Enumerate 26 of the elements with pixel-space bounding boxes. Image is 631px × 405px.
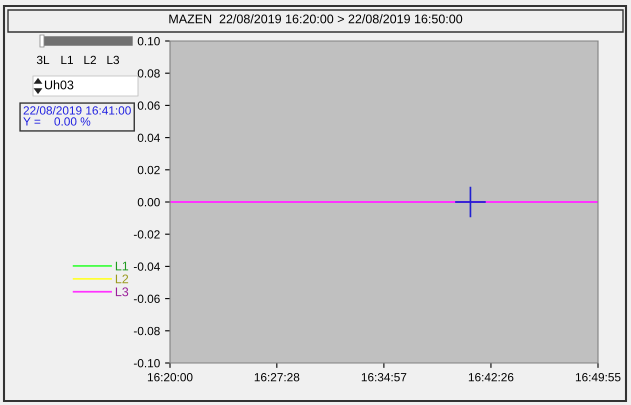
x-tick-label: 16:42:26 bbox=[468, 373, 514, 382]
y-tick-label: -0.04 bbox=[134, 262, 160, 271]
y-tick-label: -0.06 bbox=[134, 294, 160, 303]
legend-label: L2 bbox=[116, 274, 128, 284]
y-tick-label: -0.08 bbox=[134, 326, 160, 336]
text: 3L bbox=[36, 56, 50, 64]
y-tick-label: 0.10 bbox=[138, 37, 160, 46]
y-tick-label: 0.00 bbox=[138, 198, 160, 206]
chart-title: MAZEN 22/08/2019 16:20:00 > 22/08/2019 16:50:00 bbox=[169, 14, 462, 24]
legend-label: L1 bbox=[116, 262, 128, 270]
x-tick-label: 16:49:55 bbox=[576, 373, 620, 382]
text: L2 bbox=[84, 56, 96, 64]
y-tick-label: 0.08 bbox=[138, 69, 160, 78]
x-tick-label: 16:27:28 bbox=[254, 373, 300, 382]
text: L1 bbox=[61, 56, 73, 64]
y-tick-label: 0.04 bbox=[138, 134, 160, 142]
y-tick-label: 0.02 bbox=[138, 166, 160, 174]
y-tick-label: -0.10 bbox=[134, 359, 160, 368]
x-tick-label: 16:34:57 bbox=[362, 373, 406, 382]
x-tick-label: 16:20:00 bbox=[148, 373, 193, 382]
text: L3 bbox=[107, 56, 120, 64]
legend-label: L3 bbox=[116, 287, 128, 296]
text: 22/08/2019 16:41:00 Y = 0.00 % bbox=[23, 106, 131, 126]
y-tick-label: -0.02 bbox=[134, 230, 160, 239]
y-tick-label: 0.06 bbox=[138, 101, 160, 110]
text: Uh03 bbox=[44, 80, 74, 90]
